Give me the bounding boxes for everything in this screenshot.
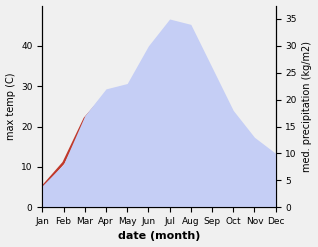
Y-axis label: max temp (C): max temp (C) [5, 73, 16, 140]
Y-axis label: med. precipitation (kg/m2): med. precipitation (kg/m2) [302, 41, 313, 172]
X-axis label: date (month): date (month) [118, 231, 200, 242]
